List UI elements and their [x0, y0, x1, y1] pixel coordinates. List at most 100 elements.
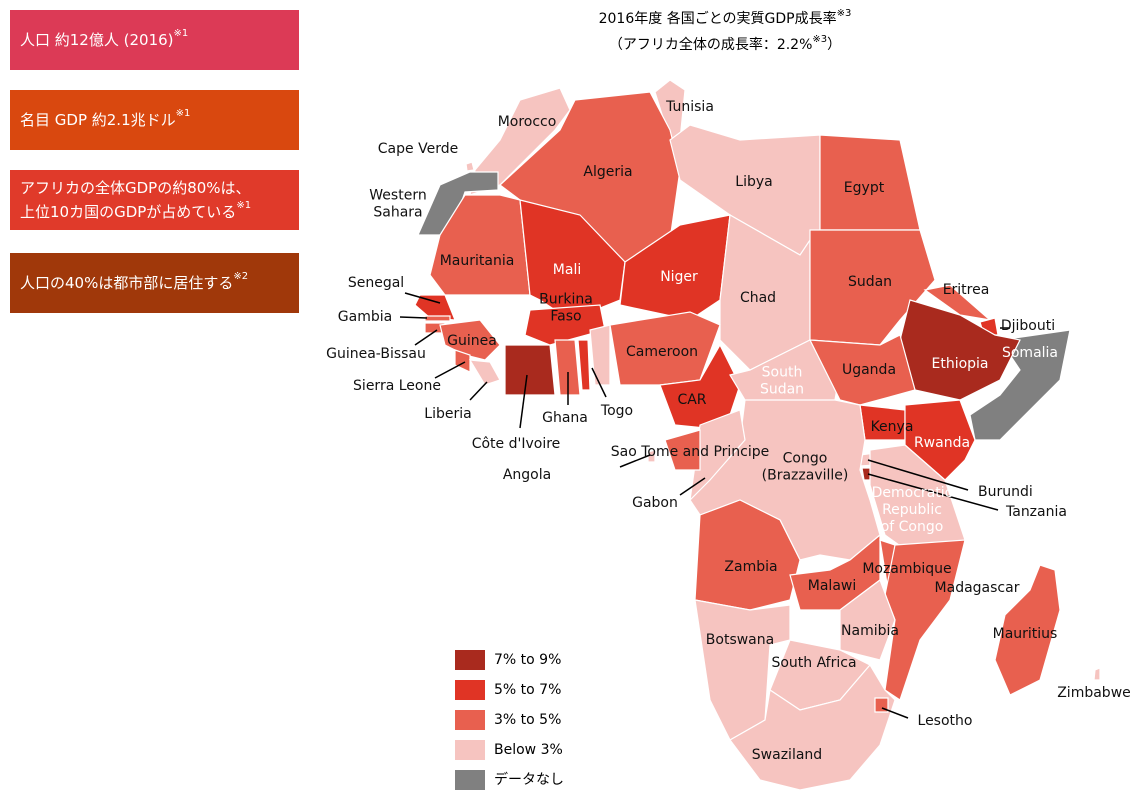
country-label-line: Gabon [632, 495, 678, 511]
country-label-line: Uganda [842, 362, 896, 378]
country-label: Angola [503, 467, 551, 483]
country-label: Senegal [348, 275, 404, 291]
country-label-line: Madagascar [935, 580, 1020, 596]
subtitle-text: （アフリカ全体の成長率：2.2% [609, 36, 813, 53]
country-label: Liberia [424, 406, 471, 422]
country-label: Egypt [844, 180, 885, 196]
country-label-line: Libya [735, 174, 772, 190]
country [577, 339, 591, 391]
leader-line [867, 473, 999, 511]
country-label-line: Sudan [848, 274, 892, 290]
country-label-line: Tunisia [665, 99, 714, 115]
country-label-line: Morocco [498, 114, 557, 130]
country [694, 599, 791, 741]
country-label: Guinea [447, 333, 497, 349]
country-label-line: Sao Tome and Principe [611, 444, 770, 460]
country [465, 161, 475, 172]
country [789, 533, 881, 611]
country [468, 359, 501, 386]
info-line: アフリカの全体GDPの約80%は、 [20, 179, 251, 197]
info-note: ※1 [176, 108, 191, 119]
country-label-line: CAR [677, 392, 706, 408]
country-label-line: Sudan [760, 382, 804, 398]
legend-swatch [455, 770, 485, 790]
country-label-line: (Brazzaville) [762, 468, 849, 484]
country-label: Togo [600, 403, 633, 419]
countries [414, 79, 1101, 791]
country-label-line: Burundi [978, 484, 1033, 500]
country-label: Democratic Republic of Congo [872, 485, 953, 535]
country-label-line: Liberia [424, 406, 471, 422]
country-label: Eritrea [943, 282, 990, 298]
country-label: Mauritania [440, 253, 515, 269]
country-label: Djibouti [1001, 318, 1055, 334]
country-label-line: Malawi [808, 578, 856, 594]
country-label: Morocco [498, 114, 557, 130]
country-label: Tanzania [1005, 504, 1067, 520]
country-label-line: Mauritius [993, 626, 1058, 642]
leader-line [591, 367, 607, 398]
country [1093, 667, 1101, 681]
country-label-line: Tanzania [1005, 504, 1067, 520]
country-label-line: Angola [503, 467, 551, 483]
info-text: 人口の40%は都市部に居住する※2 [20, 271, 248, 292]
country-label: Guinea-Bissau [326, 346, 426, 362]
country-label-line: South [762, 365, 803, 381]
country-label-line: Western [369, 188, 426, 204]
info-note: ※1 [236, 200, 251, 211]
info-text: 名目 GDP 約2.1兆ドル※1 [20, 108, 190, 129]
country-label-line: Mali [553, 262, 581, 278]
country-label-line: Togo [600, 403, 633, 419]
legend-swatch [455, 740, 485, 760]
country [839, 579, 896, 661]
country-label-line: Mauritania [440, 253, 515, 269]
legend-swatch [455, 710, 485, 730]
country-label: Western Sahara [369, 188, 426, 221]
leader-line [619, 454, 651, 468]
country-label-line: Somalia [1002, 345, 1058, 361]
country-label: CAR [677, 392, 706, 408]
country-label: Chad [740, 290, 776, 306]
info-box [10, 170, 299, 230]
info-text: アフリカの全体GDPの約80%は、 [20, 179, 251, 197]
country-label-line: Senegal [348, 275, 404, 291]
title-text: 2016年度 各国ごとの実質GDP成長率 [599, 10, 837, 27]
country-label-line: Algeria [583, 164, 632, 180]
country-label-line: Egypt [844, 180, 885, 196]
leader-line [414, 329, 438, 346]
country-label: Libya [735, 174, 772, 190]
country-label: Congo (Brazzaville) [762, 451, 849, 484]
country-label: Lesotho [918, 713, 973, 729]
country-label-line: Chad [740, 290, 776, 306]
map-subtitle: （アフリカ全体の成長率：2.2%※3） [609, 34, 841, 53]
country-label-line: Zimbabwe [1057, 685, 1131, 701]
country-label-line: Sierra Leone [353, 378, 441, 394]
country-label: Mauritius [993, 626, 1058, 642]
info-text: 上位10カ国のGDPが占めている※1 [20, 200, 251, 221]
info-line: 上位10カ国のGDPが占めている [20, 203, 236, 221]
country-label-line: Ethiopia [931, 356, 988, 372]
title-note: ※3 [837, 8, 852, 19]
country-label-line: Gambia [338, 309, 392, 325]
country-label: Uganda [842, 362, 896, 378]
leader-line [867, 459, 969, 491]
info-box [10, 90, 299, 150]
country-label: Gabon [632, 495, 678, 511]
info-line: 人口 約12億人 (2016) [20, 31, 174, 49]
country-label-line: Cape Verde [378, 141, 458, 157]
country-label: Tunisia [665, 99, 714, 115]
country-label-line: Faso [550, 309, 581, 325]
country-label: Mozambique [862, 561, 951, 577]
legend-label: 3% to 5% [494, 712, 561, 728]
country [647, 449, 656, 463]
country-label: Rwanda [914, 435, 970, 451]
info-line: 名目 GDP 約2.1兆ドル [20, 111, 176, 129]
country-label: Côte d'Ivoire [472, 436, 561, 452]
legend-label: 7% to 9% [494, 652, 561, 668]
legend-label: Below 3% [494, 742, 563, 758]
country-label-line: Namibia [841, 623, 899, 639]
country-label: Malawi [808, 578, 856, 594]
country-label: Cape Verde [378, 141, 458, 157]
country-label-line: Cameroon [626, 344, 698, 360]
country [554, 339, 581, 396]
